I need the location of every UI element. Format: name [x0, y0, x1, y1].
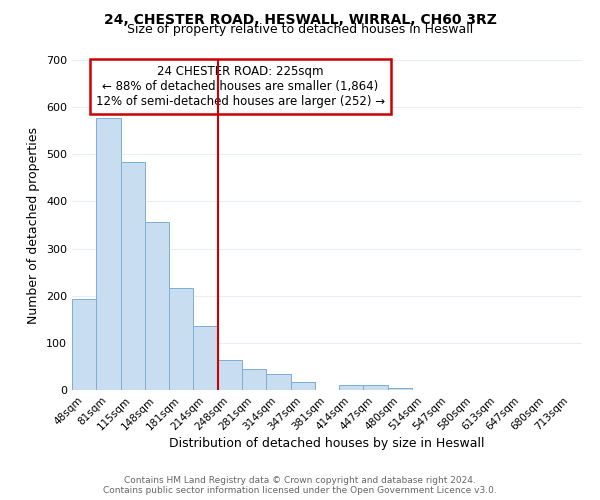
Text: Size of property relative to detached houses in Heswall: Size of property relative to detached ho…: [127, 22, 473, 36]
Bar: [290, 382, 315, 390]
Text: 24 CHESTER ROAD: 225sqm
← 88% of detached houses are smaller (1,864)
12% of semi: 24 CHESTER ROAD: 225sqm ← 88% of detache…: [96, 65, 385, 108]
Bar: [145, 222, 169, 390]
Bar: [266, 374, 290, 390]
Bar: [193, 326, 218, 390]
Bar: [121, 162, 145, 390]
Bar: [96, 118, 121, 390]
Bar: [364, 385, 388, 390]
X-axis label: Distribution of detached houses by size in Heswall: Distribution of detached houses by size …: [169, 438, 485, 450]
Text: 24, CHESTER ROAD, HESWALL, WIRRAL, CH60 3RZ: 24, CHESTER ROAD, HESWALL, WIRRAL, CH60 …: [104, 12, 496, 26]
Text: Contains HM Land Registry data © Crown copyright and database right 2024.
Contai: Contains HM Land Registry data © Crown c…: [103, 476, 497, 495]
Bar: [169, 288, 193, 390]
Bar: [72, 299, 96, 390]
Bar: [388, 388, 412, 390]
Bar: [339, 386, 364, 390]
Y-axis label: Number of detached properties: Number of detached properties: [28, 126, 40, 324]
Bar: [242, 370, 266, 390]
Bar: [218, 360, 242, 390]
